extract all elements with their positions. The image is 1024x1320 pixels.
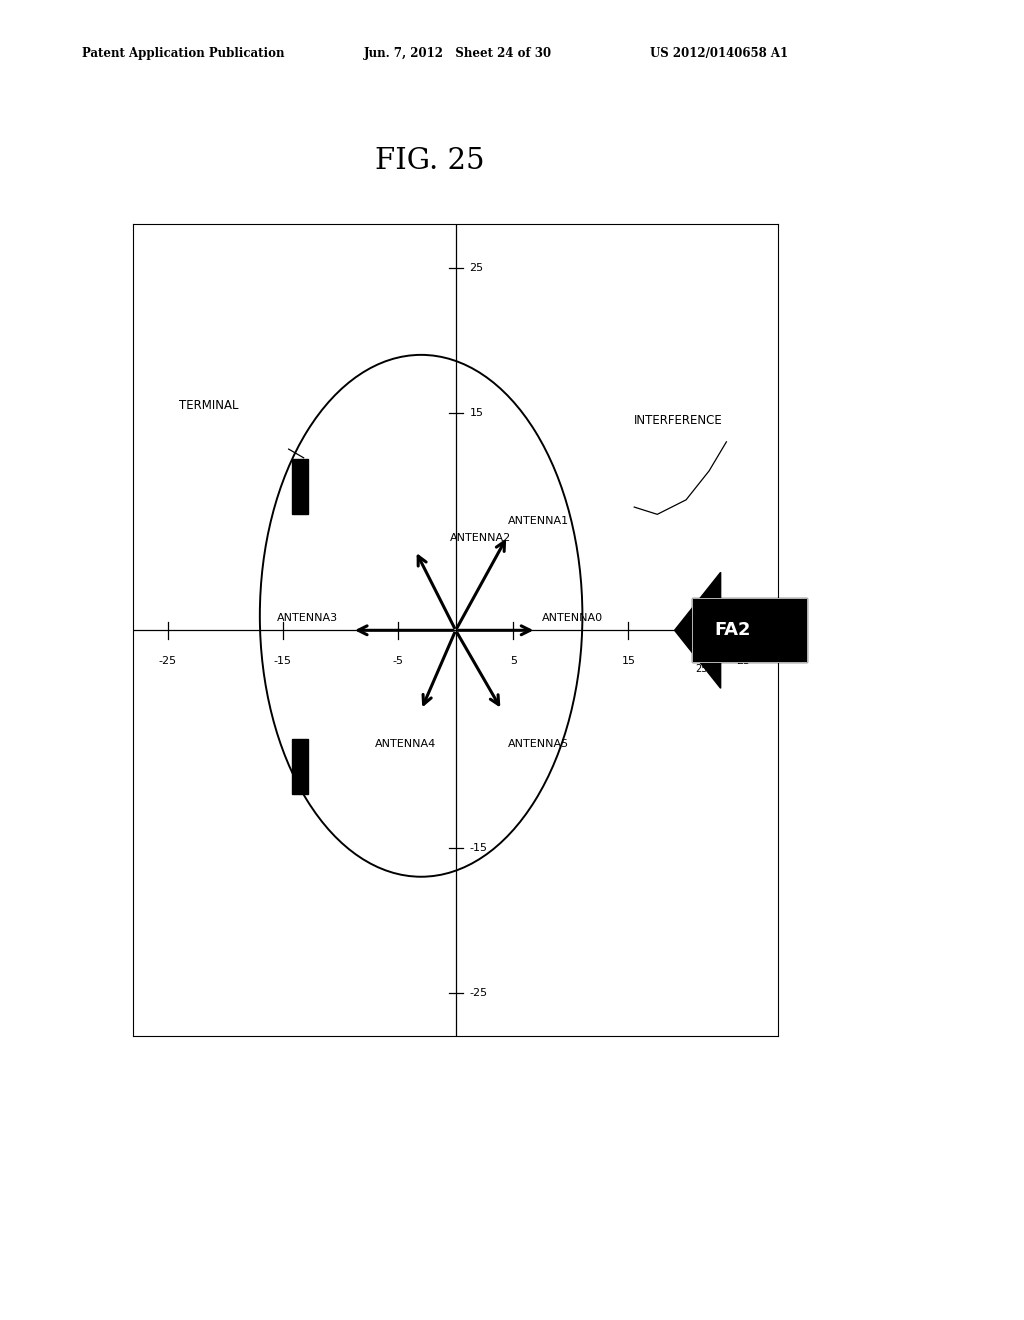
- Text: ANTENNA5: ANTENNA5: [508, 739, 568, 748]
- Text: ANTENNA2: ANTENNA2: [450, 533, 511, 544]
- Text: ANTENNA1: ANTENNA1: [508, 516, 568, 525]
- Text: 25: 25: [469, 263, 483, 273]
- Text: Jun. 7, 2012   Sheet 24 of 30: Jun. 7, 2012 Sheet 24 of 30: [364, 46, 552, 59]
- Text: 15: 15: [469, 408, 483, 418]
- Bar: [292, 459, 308, 515]
- Text: FIG. 25: FIG. 25: [376, 147, 484, 176]
- Text: Patent Application Publication: Patent Application Publication: [82, 46, 285, 59]
- Text: 15: 15: [622, 656, 636, 667]
- Text: -25: -25: [159, 656, 177, 667]
- Text: -25: -25: [469, 987, 487, 998]
- Text: US 2012/0140658 A1: US 2012/0140658 A1: [650, 46, 788, 59]
- Text: 25: 25: [736, 656, 751, 667]
- Text: 5: 5: [510, 656, 517, 667]
- Text: -5: -5: [392, 656, 403, 667]
- Text: FA2: FA2: [714, 622, 751, 639]
- Text: INTERFERENCE: INTERFERENCE: [634, 413, 723, 426]
- Bar: [692, 598, 807, 663]
- Text: -15: -15: [469, 842, 487, 853]
- Text: ANTENNA4: ANTENNA4: [375, 739, 436, 748]
- Text: TERMINAL: TERMINAL: [179, 399, 239, 412]
- Text: 25: 25: [695, 664, 708, 673]
- Polygon shape: [675, 573, 721, 688]
- Bar: [292, 739, 308, 795]
- Text: -15: -15: [273, 656, 292, 667]
- Text: ANTENNA3: ANTENNA3: [278, 612, 338, 623]
- Bar: [692, 598, 807, 663]
- Text: ANTENNA0: ANTENNA0: [542, 612, 603, 623]
